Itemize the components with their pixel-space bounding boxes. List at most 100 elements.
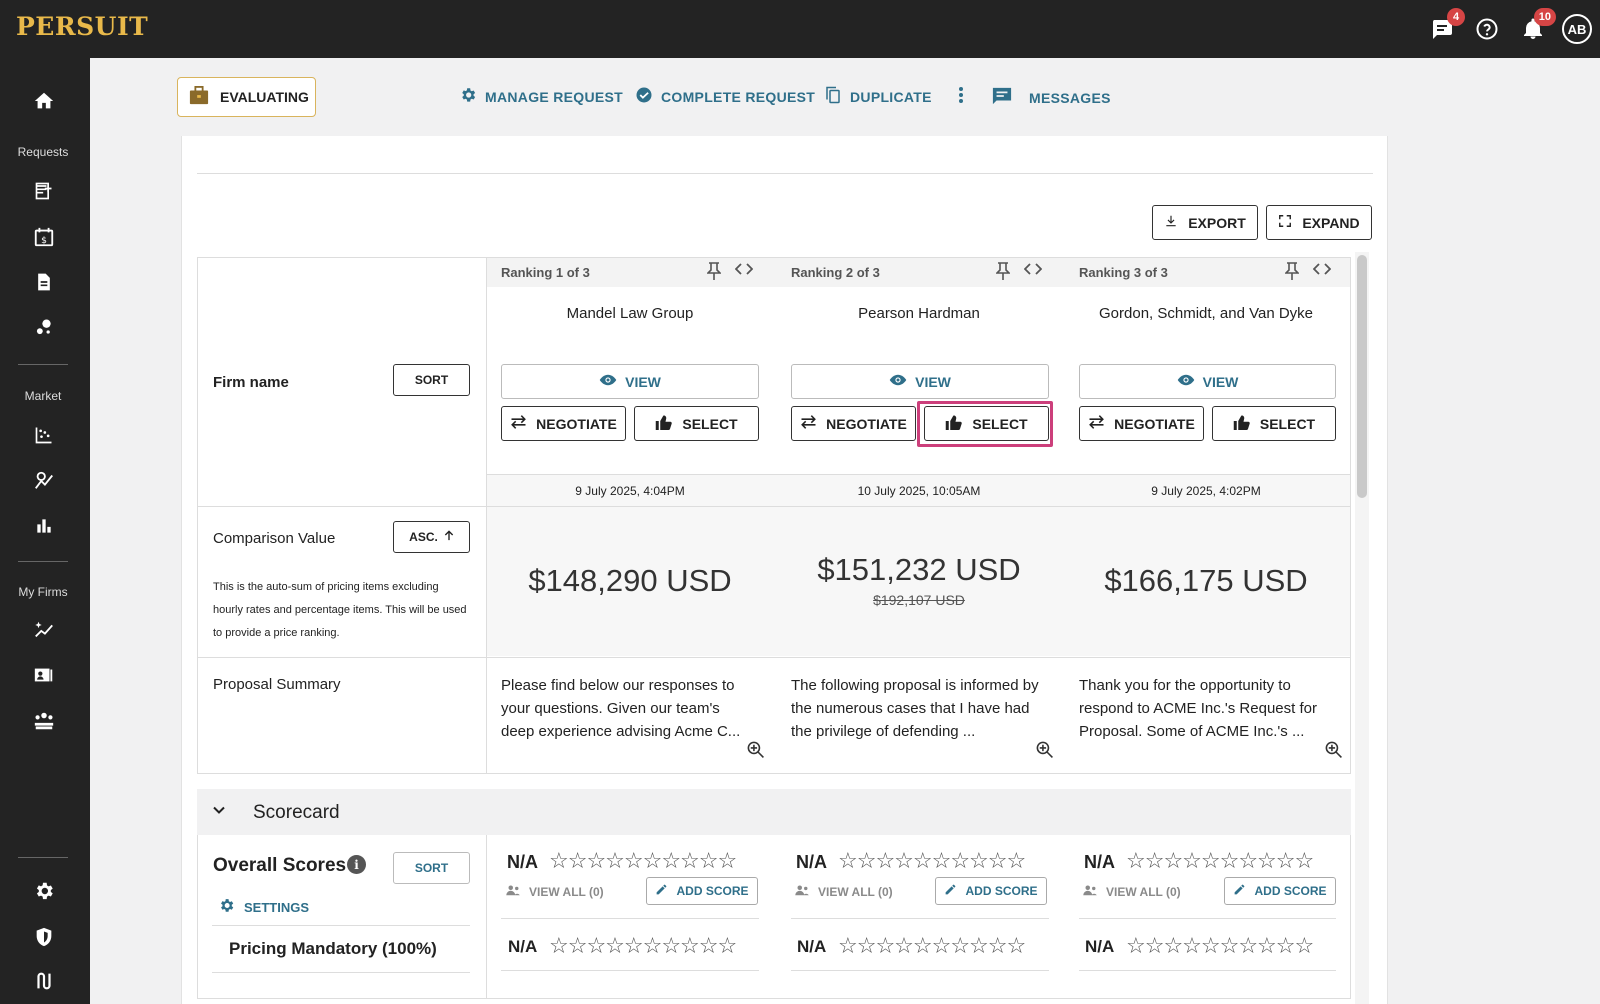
negotiate-label: NEGOTIATE: [826, 415, 907, 432]
scores-sort-button[interactable]: SORT: [393, 852, 470, 884]
sparkle-trend-icon[interactable]: [31, 617, 57, 643]
arrow-up-icon: [444, 530, 454, 544]
reorder-arrows-icon[interactable]: [1023, 262, 1043, 279]
zoom-in-icon[interactable]: [1324, 740, 1343, 764]
select-firm-button[interactable]: SELECT: [924, 406, 1049, 441]
view-proposal-button[interactable]: VIEW: [1079, 364, 1336, 399]
user-avatar[interactable]: AB: [1562, 14, 1592, 44]
fullscreen-icon: [1278, 214, 1292, 231]
messages-icon[interactable]: 4: [1429, 8, 1465, 42]
settings-label: SETTINGS: [244, 899, 310, 915]
proposal-summary-text: Please find below our responses to your …: [501, 677, 741, 740]
select-firm-button[interactable]: SELECT: [634, 406, 759, 441]
grid-line: [1350, 257, 1351, 773]
gear-icon: [218, 897, 235, 917]
add-score-button[interactable]: ADD SCORE: [1224, 877, 1336, 905]
settings-gear-icon[interactable]: [31, 878, 57, 904]
security-shield-icon[interactable]: [31, 924, 57, 950]
star-rating: ☆☆☆☆☆☆☆☆☆☆: [549, 934, 737, 959]
messages-button[interactable]: MESSAGES: [991, 86, 1111, 109]
add-score-button[interactable]: ADD SCORE: [646, 877, 758, 905]
grid-line: [486, 474, 1350, 475]
star-rating: ☆☆☆☆☆☆☆☆☆☆: [838, 934, 1026, 959]
bubbles-icon[interactable]: [31, 314, 57, 340]
eye-icon: [599, 373, 617, 390]
eye-icon: [1177, 373, 1195, 390]
bar-chart-icon[interactable]: [31, 513, 57, 539]
duplicate-button[interactable]: DUPLICATE: [824, 86, 932, 107]
complete-request-button[interactable]: COMPLETE REQUEST: [635, 86, 815, 107]
view-proposal-button[interactable]: VIEW: [501, 364, 759, 399]
more-options-icon[interactable]: [958, 86, 964, 104]
reorder-arrows-icon[interactable]: [734, 262, 754, 279]
manage-request-button[interactable]: MANAGE REQUEST: [459, 86, 623, 107]
billing-calendar-icon[interactable]: $: [31, 224, 57, 250]
expand-button[interactable]: EXPAND: [1266, 205, 1372, 240]
status-evaluating-pill[interactable]: EVALUATING: [177, 77, 316, 117]
chevron-down-icon[interactable]: [212, 803, 226, 822]
notifications-badge: 10: [1533, 8, 1556, 26]
people-icon: [504, 884, 522, 899]
notifications-bell-icon[interactable]: 10: [1520, 8, 1556, 42]
view-all-scores-link[interactable]: VIEW ALL (0): [504, 884, 604, 899]
integrations-icon[interactable]: [31, 968, 57, 994]
top-bar: PERSUIT 4 10 AB: [0, 0, 1600, 58]
expand-label: EXPAND: [1302, 214, 1360, 231]
view-all-scores-link[interactable]: VIEW ALL (0): [793, 884, 893, 899]
sidebar-section-my-firms: My Firms: [18, 585, 68, 599]
divider: [197, 173, 1373, 174]
grid-line: [1079, 970, 1336, 971]
view-all-scores-link[interactable]: VIEW ALL (0): [1081, 884, 1181, 899]
home-icon[interactable]: [31, 88, 57, 114]
check-circle-icon: [635, 86, 653, 107]
scrollbar-thumb[interactable]: [1357, 255, 1367, 498]
persuit-logo[interactable]: PERSUIT: [16, 12, 149, 41]
zoom-in-icon[interactable]: [1035, 740, 1054, 764]
document-icon[interactable]: [31, 269, 57, 295]
star-rating: ☆☆☆☆☆☆☆☆☆☆: [1126, 934, 1314, 959]
pin-icon[interactable]: [706, 262, 722, 283]
view-proposal-button[interactable]: VIEW: [791, 364, 1049, 399]
request-action-bar: EVALUATING MANAGE REQUEST COMPLETE REQUE…: [90, 58, 1600, 136]
sort-label: SORT: [414, 861, 449, 875]
scatter-chart-icon[interactable]: [31, 422, 57, 448]
proposal-summary-text: Thank you for the opportunity to respond…: [1079, 677, 1317, 740]
help-icon[interactable]: [1474, 16, 1500, 42]
ranking-label: Ranking 3 of 3: [1079, 265, 1168, 280]
select-firm-button[interactable]: SELECT: [1212, 406, 1336, 441]
export-button[interactable]: EXPORT: [1152, 205, 1258, 240]
reorder-arrows-icon[interactable]: [1312, 262, 1332, 279]
view-all-label: VIEW ALL (0): [1106, 884, 1181, 899]
negotiate-button[interactable]: NEGOTIATE: [501, 406, 626, 441]
asc-sort-button[interactable]: ASC.: [393, 521, 470, 553]
comparison-value-description: This is the auto-sum of pricing items ex…: [213, 581, 467, 639]
overall-score-value: N/A: [507, 852, 538, 872]
add-score-button[interactable]: ADD SCORE: [935, 877, 1047, 905]
manage-request-label: MANAGE REQUEST: [485, 88, 623, 105]
svg-text:$: $: [41, 235, 47, 246]
chat-icon: [991, 86, 1013, 109]
star-rating: ☆☆☆☆☆☆☆☆☆☆: [549, 849, 737, 874]
grid-line: [501, 970, 759, 971]
negotiate-button[interactable]: NEGOTIATE: [791, 406, 916, 441]
pin-icon[interactable]: [995, 262, 1011, 283]
scorecard-settings-link[interactable]: SETTINGS: [218, 897, 309, 917]
scorecard-header[interactable]: [197, 789, 1351, 835]
pricing-score-value: N/A: [1085, 937, 1115, 956]
contact-card-icon[interactable]: [31, 662, 57, 688]
complete-request-label: COMPLETE REQUEST: [661, 88, 816, 105]
team-icon[interactable]: [31, 708, 57, 734]
sidebar-divider: [18, 857, 68, 858]
copy-icon: [824, 86, 842, 107]
original-price-strikethrough: $192,107 USD: [873, 592, 965, 608]
info-icon[interactable]: i: [347, 855, 366, 874]
pin-icon[interactable]: [1284, 262, 1300, 283]
people-icon: [1081, 884, 1099, 899]
zoom-in-icon[interactable]: [746, 740, 765, 764]
new-request-icon[interactable]: [31, 178, 57, 204]
select-label: SELECT: [1259, 415, 1316, 432]
firm-name-sort-button[interactable]: SORT: [393, 364, 470, 396]
trend-analysis-icon[interactable]: [31, 468, 57, 494]
swap-arrows-icon: [510, 415, 527, 432]
negotiate-button[interactable]: NEGOTIATE: [1079, 406, 1204, 441]
